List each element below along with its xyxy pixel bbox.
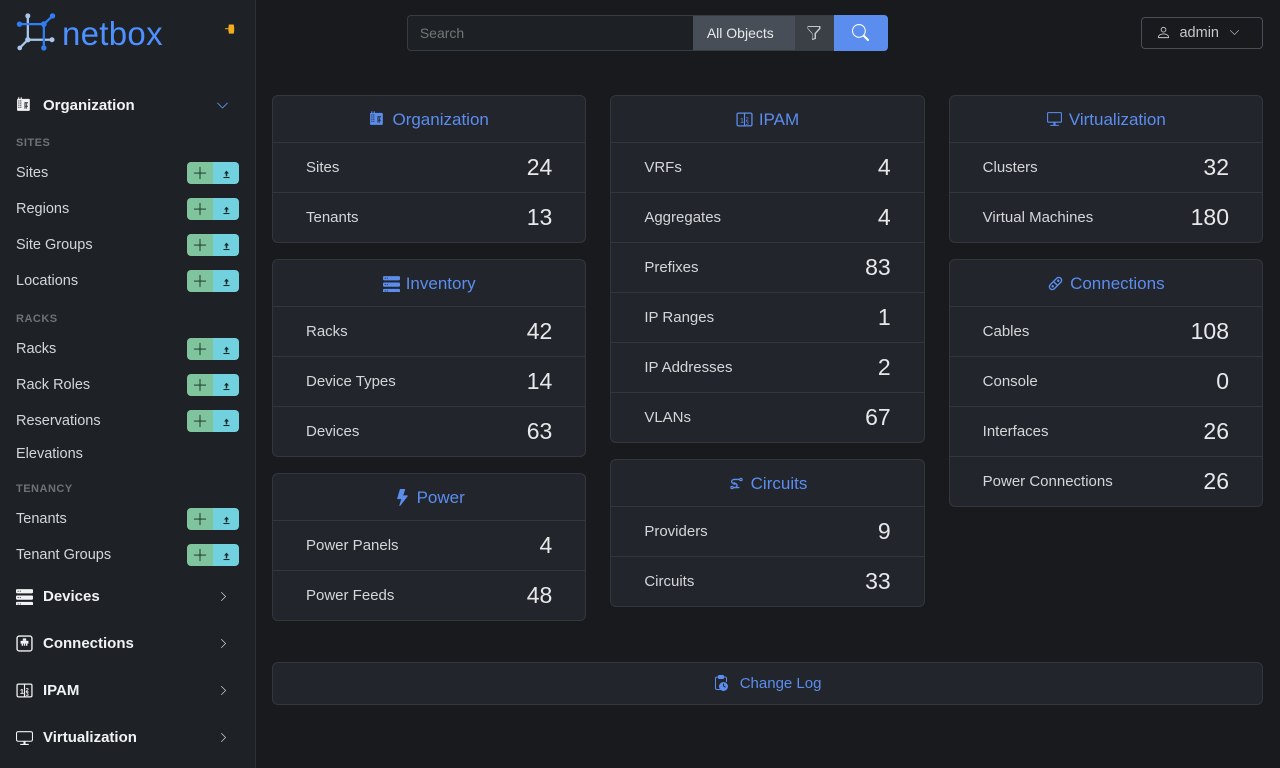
svg-text:3: 3 xyxy=(745,121,748,127)
svg-text:3: 3 xyxy=(26,692,29,698)
svg-text:1: 1 xyxy=(20,687,24,696)
svg-text:1: 1 xyxy=(740,116,744,125)
